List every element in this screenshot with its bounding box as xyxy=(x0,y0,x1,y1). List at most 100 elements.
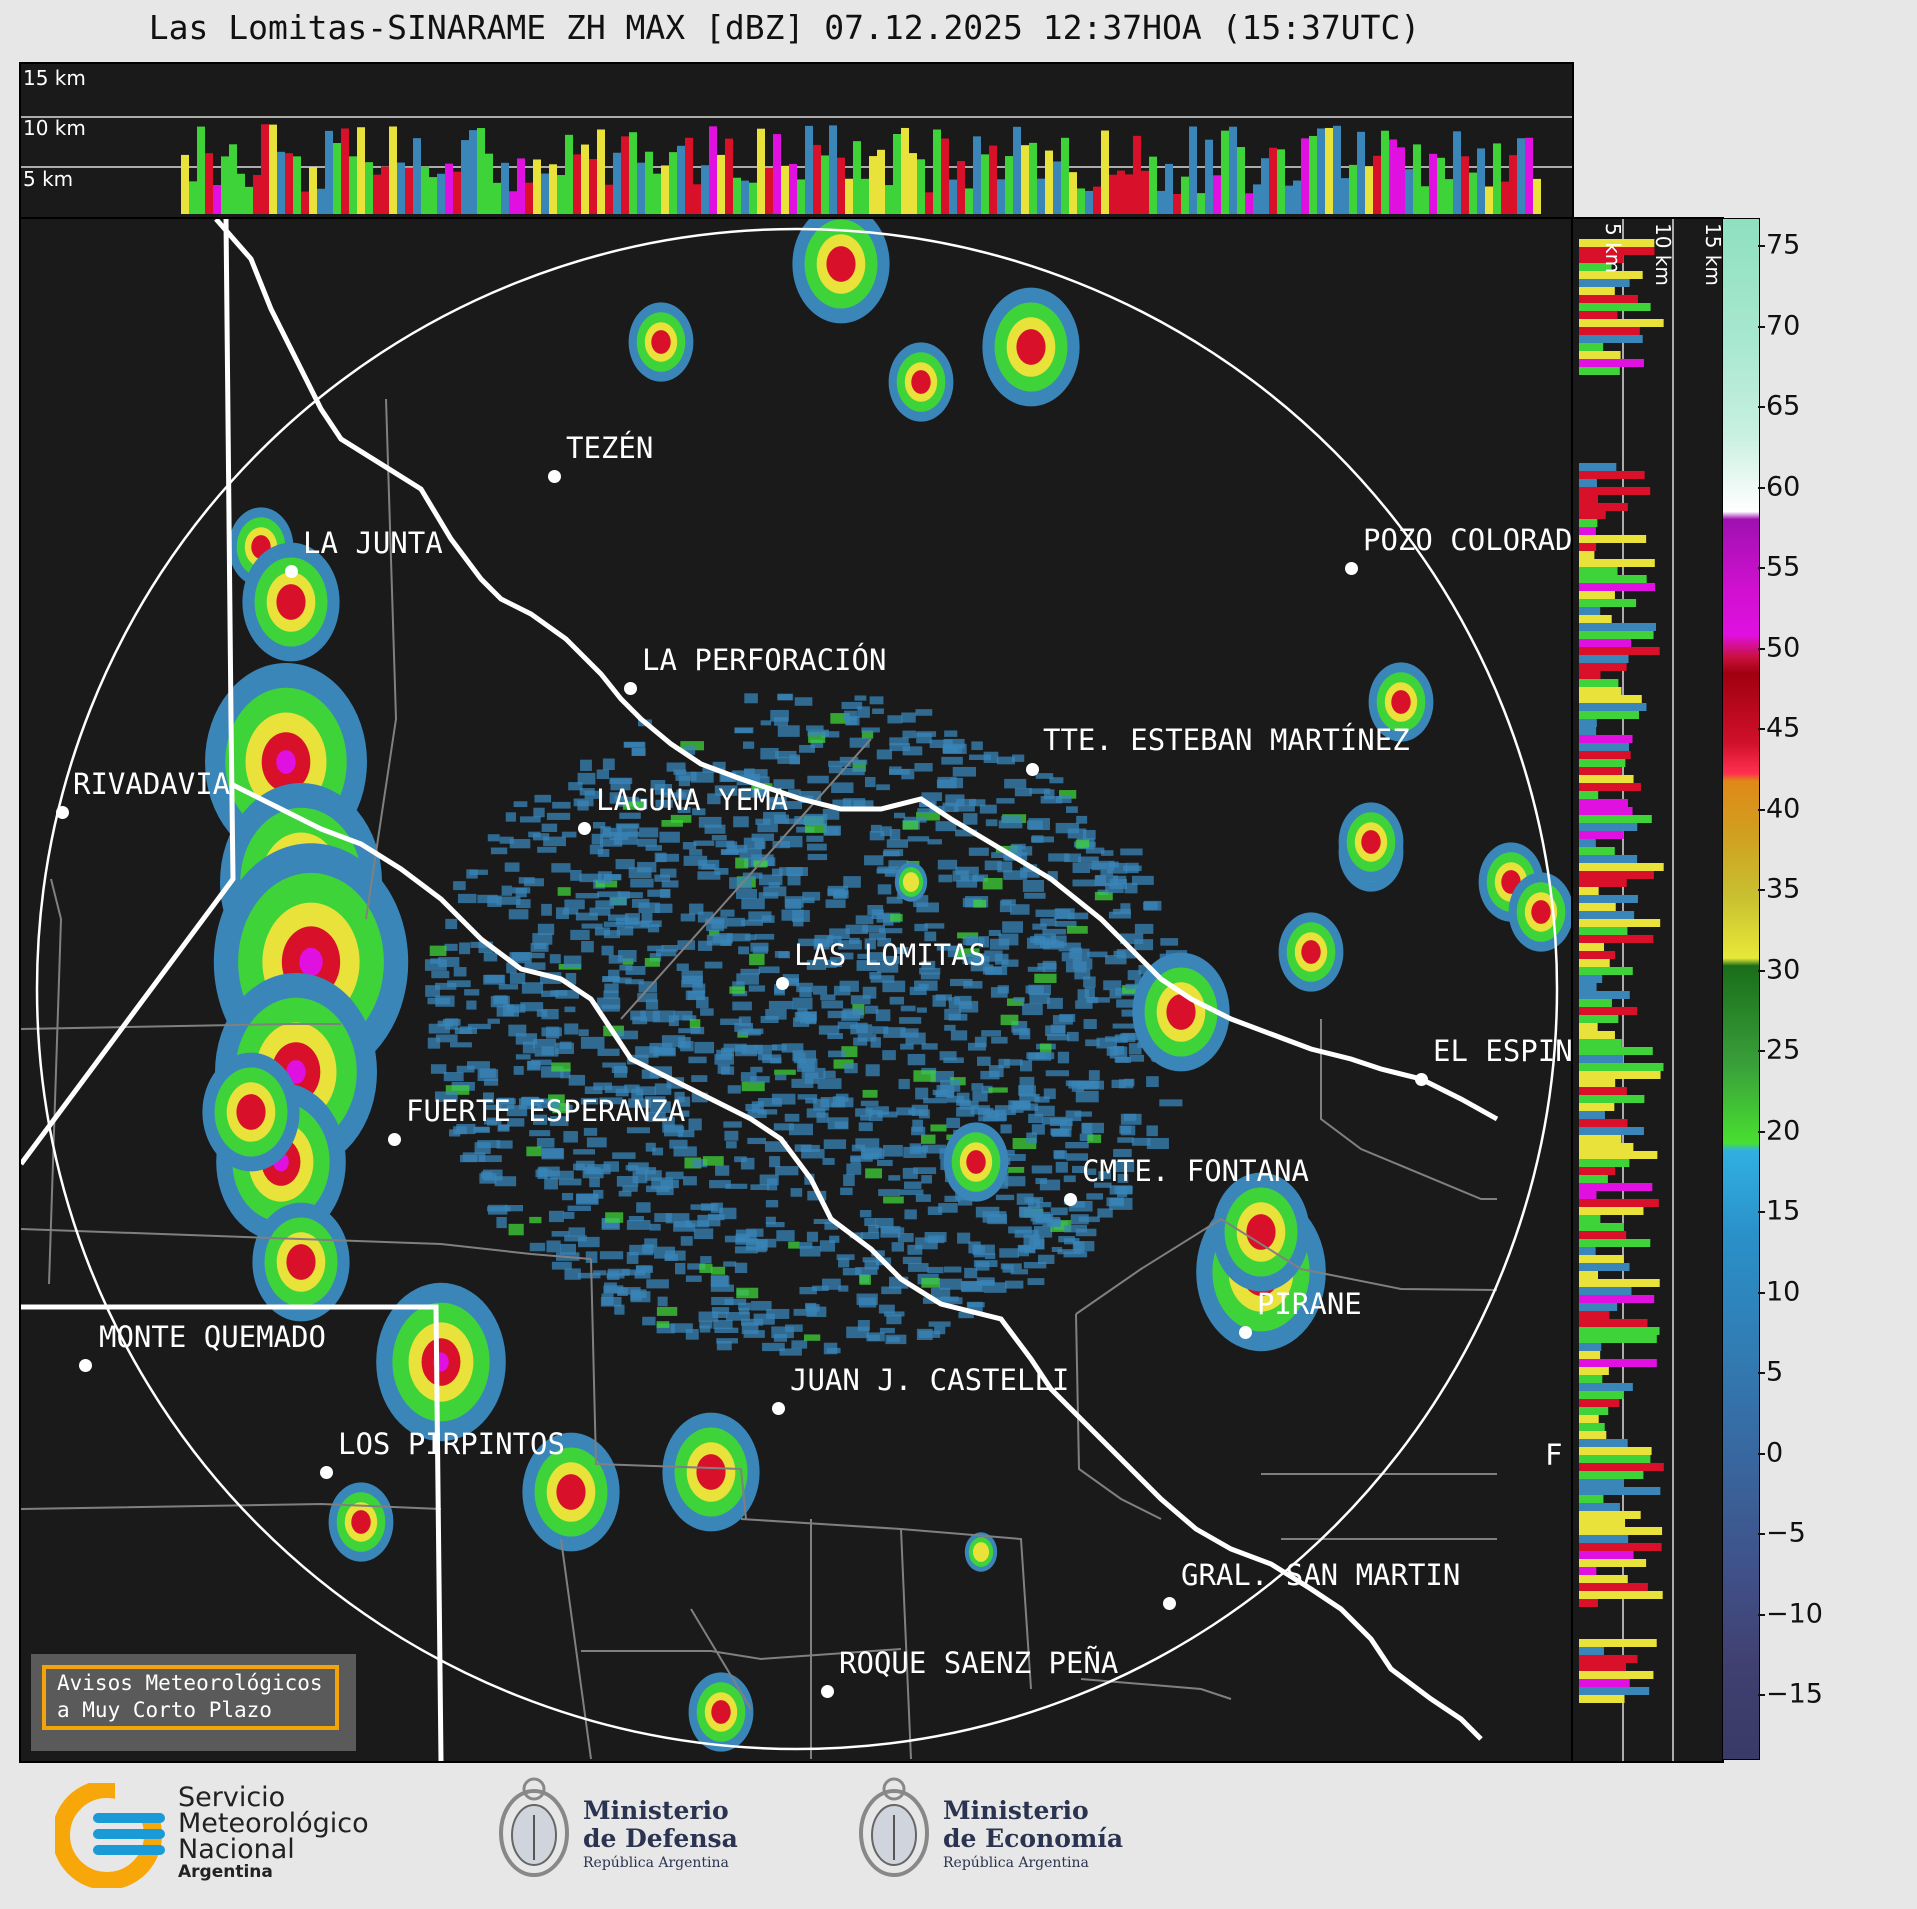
avisos-line-2: a Muy Corto Plazo xyxy=(57,1698,272,1722)
colorbar-tickmark xyxy=(1758,1050,1765,1052)
avisos-line-1: Avisos Meteorológicos xyxy=(57,1671,323,1695)
city-dot xyxy=(285,565,298,578)
economia-line-2: de Economía xyxy=(943,1824,1124,1853)
city-dot xyxy=(624,682,637,695)
city-dot xyxy=(1026,763,1039,776)
city-label: TTE. ESTEBAN MARTÍNEZ xyxy=(1043,723,1410,757)
side-alt-15: 15 km xyxy=(1701,223,1724,286)
city-label: RIVADAVIA xyxy=(73,767,231,801)
defensa-line-1: Ministerio xyxy=(583,1796,729,1825)
city-label: POZO COLORAD xyxy=(1363,523,1573,557)
colorbar-tickmark xyxy=(1758,1694,1765,1696)
colorbar-tickmark xyxy=(1758,325,1765,328)
colorbar-tick-label: 40 xyxy=(1766,793,1801,824)
map-title: Las Lomitas-SINARAME ZH MAX [dBZ] 07.12.… xyxy=(148,8,1421,47)
colorbar-tick-label: 45 xyxy=(1766,712,1801,744)
colorbar-tickmark xyxy=(1758,245,1765,247)
economia-line-1: Ministerio xyxy=(943,1796,1089,1825)
avisos-box[interactable]: Avisos Meteorológicos a Muy Corto Plazo xyxy=(31,1654,356,1751)
escudo-icon xyxy=(859,1777,929,1877)
colorbar-tick-label: 10 xyxy=(1766,1276,1801,1307)
city-label: JUAN J. CASTELLI xyxy=(790,1363,1070,1397)
colorbar-tick-label: 70 xyxy=(1766,310,1801,341)
city-dot xyxy=(578,822,591,835)
city-dot xyxy=(388,1133,401,1146)
smn-logo-icon xyxy=(55,1783,165,1888)
province-borders xyxy=(21,219,1499,1761)
smn-line-1: Servicio xyxy=(178,1782,286,1813)
city-label: EL ESPIN xyxy=(1433,1034,1573,1068)
city-label: MONTE QUEMADO xyxy=(99,1320,326,1354)
colorbar-tick-label: 75 xyxy=(1766,229,1801,261)
city-label: LA JUNTA xyxy=(303,526,443,560)
city-label: CMTE. FONTANA xyxy=(1082,1154,1309,1188)
dbz-colorbar xyxy=(1722,218,1760,1760)
colorbar-tick-label: 20 xyxy=(1766,1115,1801,1146)
top-alt-15: 15 km xyxy=(23,66,86,90)
colorbar-tickmark xyxy=(1758,486,1765,489)
city-label: F xyxy=(1545,1438,1563,1472)
side-alt-10: 10 km xyxy=(1651,223,1675,286)
city-dot xyxy=(776,977,789,990)
colorbar-tick-label: −5 xyxy=(1766,1517,1806,1549)
city-dot xyxy=(56,806,69,819)
top-alt-10: 10 km xyxy=(23,116,86,140)
side-cross-section: 5 km 10 km 15 km xyxy=(1571,217,1724,1763)
defensa-line-2: de Defensa xyxy=(583,1824,738,1853)
smn-logo: Servicio Meteorológico Nacional Argentin… xyxy=(55,1783,395,1888)
city-dot xyxy=(548,470,561,483)
colorbar-tick-label: 0 xyxy=(1766,1437,1784,1468)
colorbar-tickmark xyxy=(1758,647,1765,650)
colorbar-tick-label: 35 xyxy=(1766,873,1801,905)
smn-line-4: Argentina xyxy=(178,1862,273,1882)
city-label: GRAL. SAN MARTIN xyxy=(1181,1558,1461,1592)
colorbar-tick-label: 50 xyxy=(1766,632,1801,663)
colorbar-tick-label: −10 xyxy=(1766,1598,1823,1629)
city-label: ROQUE SAENZ PEÑA xyxy=(839,1646,1119,1680)
city-label: LOS PIRPINTOS xyxy=(338,1427,565,1461)
colorbar-tickmark xyxy=(1758,1452,1765,1455)
city-label: FUERTE ESPERANZA xyxy=(406,1094,686,1128)
city-dot xyxy=(79,1359,92,1372)
colorbar-tick-label: −15 xyxy=(1766,1678,1823,1710)
city-label: LA PERFORACIÓN xyxy=(642,643,887,677)
colorbar-tickmark xyxy=(1758,406,1765,408)
radar-map: TEZÉN LA JUNTA POZO COLORAD LA PERFORACIÓN T… xyxy=(19,217,1574,1763)
colorbar-tick-label: 60 xyxy=(1766,471,1801,502)
colorbar-tick-label: 25 xyxy=(1766,1034,1801,1066)
city-label: TEZÉN xyxy=(566,431,654,465)
economia-line-3: República Argentina xyxy=(943,1855,1089,1871)
top-alt-5: 5 km xyxy=(23,167,74,191)
smn-line-2: Meteorológico xyxy=(178,1808,369,1839)
escudo-icon xyxy=(499,1777,569,1877)
city-dot xyxy=(772,1402,785,1415)
side-alt-5: 5 km xyxy=(1601,223,1625,274)
defensa-logo: Ministerio de Defensa República Argentin… xyxy=(495,1775,755,1895)
city-dot xyxy=(1064,1193,1077,1206)
city-label: PIRANE xyxy=(1257,1287,1362,1321)
colorbar-tick-label: 15 xyxy=(1766,1195,1801,1227)
colorbar-tick-label: 30 xyxy=(1766,954,1801,985)
colorbar-tickmark xyxy=(1758,1533,1765,1535)
city-label: LAS LOMITAS xyxy=(794,938,987,972)
city-dot xyxy=(1163,1597,1176,1610)
city-dot xyxy=(320,1466,333,1479)
smn-line-3: Nacional xyxy=(178,1834,295,1865)
colorbar-tickmark xyxy=(1758,889,1765,891)
defensa-line-3: República Argentina xyxy=(583,1855,729,1871)
colorbar-tick-label: 5 xyxy=(1766,1356,1784,1388)
colorbar-tickmark xyxy=(1758,567,1765,569)
colorbar-tickmark xyxy=(1758,1291,1765,1294)
colorbar-tick-label: 55 xyxy=(1766,551,1801,583)
colorbar-tickmark xyxy=(1758,969,1765,972)
city-label: LAGUNA YEMA xyxy=(596,783,789,817)
colorbar-tick-label: 65 xyxy=(1766,390,1801,422)
colorbar-tickmark xyxy=(1758,728,1765,730)
department-borders xyxy=(21,398,1498,1760)
colorbar-tickmark xyxy=(1758,1372,1765,1374)
colorbar-tickmark xyxy=(1758,1613,1765,1616)
colorbar-tickmark xyxy=(1758,1211,1765,1213)
city-dot xyxy=(1239,1326,1252,1339)
range-ring xyxy=(35,227,1559,1751)
colorbar-tickmark xyxy=(1758,1130,1765,1133)
